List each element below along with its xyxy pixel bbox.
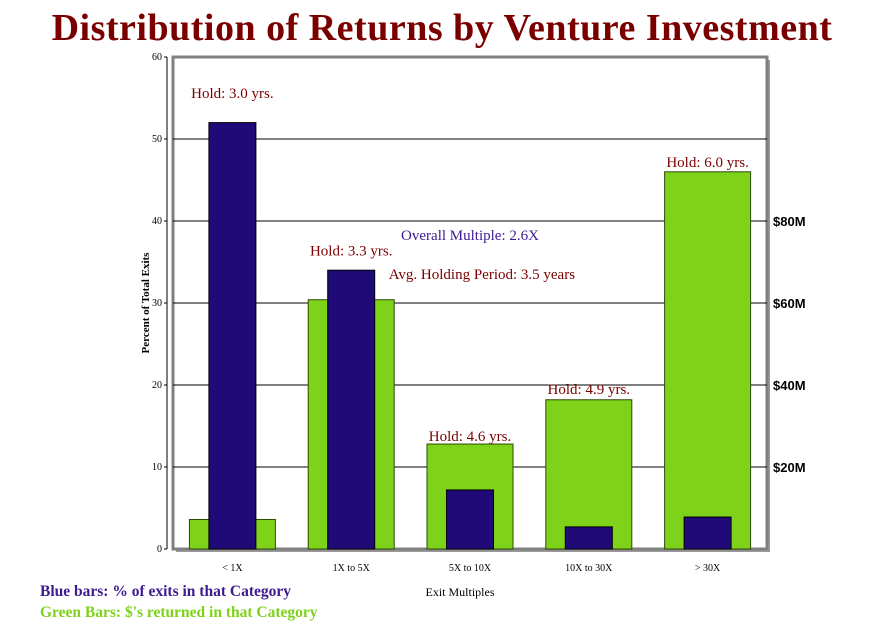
y2-tick-label: $20M [773,460,806,475]
y-tick-label: 20 [152,380,162,391]
x-tick-label: < 1X [222,563,243,574]
blue-bars-legend-note: Blue bars: % of exits in that Category [40,583,291,600]
annotation-label: Hold: 3.0 yrs. [191,86,274,102]
green-bar [545,399,633,550]
annotation-label: Hold: 3.3 yrs. [310,243,393,259]
blue-bar [208,122,257,550]
x-tick-label: 10X to 30X [565,563,613,574]
y-tick-label: 50 [152,134,162,145]
x-tick-label: 1X to 5X [333,563,371,574]
y2-tick-label: $80M [773,214,806,229]
y-tick-label: 30 [152,298,162,309]
annotation-label: Overall Multiple: 2.6X [401,228,539,244]
green-bars-legend-note: Green Bars: $'s returned in that Categor… [40,604,318,621]
y-axis-title: Percent of Total Exits [140,252,152,354]
x-tick-label: > 30X [695,563,721,574]
y-tick-label: 10 [152,462,162,473]
blue-bar [683,516,732,550]
annotation-label: Hold: 6.0 yrs. [666,155,749,171]
y-tick-label: 40 [152,216,162,227]
blue-bar [446,489,494,550]
x-tick-label: 5X to 10X [449,563,492,574]
annotation-label: Hold: 4.6 yrs. [429,429,512,445]
chart-title: Distribution of Returns by Venture Inves… [51,7,833,49]
blue-bar [327,269,376,550]
annotation-label: Avg. Holding Period: 3.5 years [389,267,576,283]
y-tick-label: 0 [157,544,162,555]
green-bar [664,171,752,550]
y-tick-label: 60 [152,52,162,63]
y2-tick-label: $40M [773,378,806,393]
y2-tick-label: $60M [773,296,806,311]
annotation-label: Hold: 4.9 yrs. [548,382,631,398]
blue-bar [564,526,613,550]
x-axis-title: Exit Multiples [426,585,495,599]
